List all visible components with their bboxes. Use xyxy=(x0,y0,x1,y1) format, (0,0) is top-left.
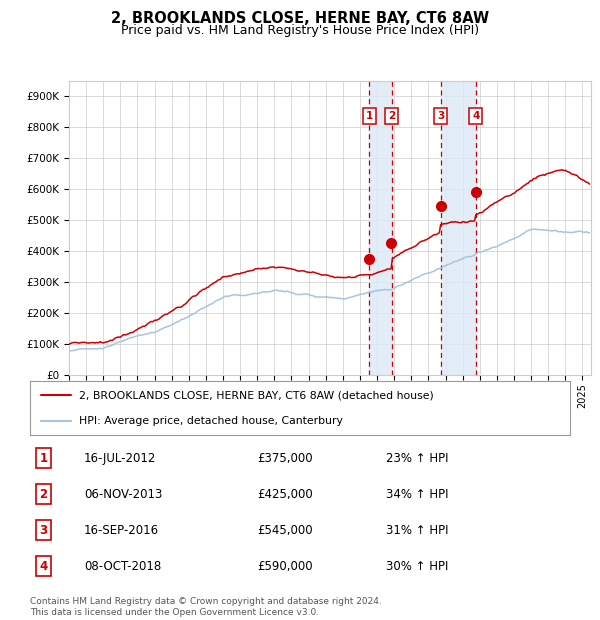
Text: 1: 1 xyxy=(40,452,47,464)
Text: 16-JUL-2012: 16-JUL-2012 xyxy=(84,452,157,464)
Text: 30% ↑ HPI: 30% ↑ HPI xyxy=(386,560,449,572)
Text: 2: 2 xyxy=(40,488,47,500)
Text: Price paid vs. HM Land Registry's House Price Index (HPI): Price paid vs. HM Land Registry's House … xyxy=(121,24,479,37)
Bar xyxy=(369,81,392,375)
Text: 23% ↑ HPI: 23% ↑ HPI xyxy=(386,452,449,464)
Text: 16-SEP-2016: 16-SEP-2016 xyxy=(84,524,159,536)
Text: 3: 3 xyxy=(437,111,444,122)
Text: 08-OCT-2018: 08-OCT-2018 xyxy=(84,560,161,572)
Text: HPI: Average price, detached house, Canterbury: HPI: Average price, detached house, Cant… xyxy=(79,415,343,425)
Text: 3: 3 xyxy=(40,524,47,536)
Text: 4: 4 xyxy=(40,560,47,572)
Text: £425,000: £425,000 xyxy=(257,488,313,500)
Text: Contains HM Land Registry data © Crown copyright and database right 2024.
This d: Contains HM Land Registry data © Crown c… xyxy=(30,598,382,617)
Text: 4: 4 xyxy=(472,111,479,122)
Text: 34% ↑ HPI: 34% ↑ HPI xyxy=(386,488,449,500)
Text: £375,000: £375,000 xyxy=(257,452,313,464)
Text: 2, BROOKLANDS CLOSE, HERNE BAY, CT6 8AW (detached house): 2, BROOKLANDS CLOSE, HERNE BAY, CT6 8AW … xyxy=(79,391,433,401)
Text: 2: 2 xyxy=(388,111,395,122)
Text: 2, BROOKLANDS CLOSE, HERNE BAY, CT6 8AW: 2, BROOKLANDS CLOSE, HERNE BAY, CT6 8AW xyxy=(111,11,489,26)
Text: 1: 1 xyxy=(365,111,373,122)
Text: 31% ↑ HPI: 31% ↑ HPI xyxy=(386,524,449,536)
Text: £590,000: £590,000 xyxy=(257,560,313,572)
Text: £545,000: £545,000 xyxy=(257,524,313,536)
Text: 06-NOV-2013: 06-NOV-2013 xyxy=(84,488,163,500)
Bar xyxy=(440,81,476,375)
